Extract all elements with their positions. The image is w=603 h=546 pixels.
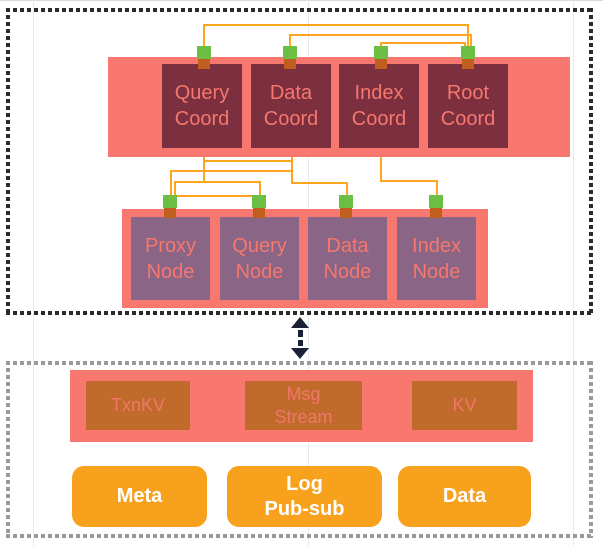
query-node-box: Query Node: [220, 217, 299, 300]
wire-segment: [259, 181, 261, 196]
green-port-icon: [429, 195, 443, 208]
green-port-icon: [163, 195, 177, 208]
stem-icon: [340, 206, 352, 218]
green-port-icon: [461, 46, 475, 59]
data-coord-box: Data Coord: [251, 64, 331, 148]
meta-store-box: Meta: [72, 466, 207, 527]
wire-segment: [203, 24, 469, 26]
green-port-icon: [197, 46, 211, 59]
kv-box: KV: [412, 381, 517, 430]
wire-segment: [170, 170, 172, 196]
green-port-icon: [252, 195, 266, 208]
slide-top-edge: [0, 0, 603, 1]
txnkv-box: TxnKV: [86, 381, 190, 430]
stem-icon: [430, 206, 442, 218]
green-port-icon: [374, 46, 388, 59]
stem-icon: [198, 57, 210, 69]
stem-icon: [462, 57, 474, 69]
wire-segment: [291, 157, 293, 184]
root-coord-box: Root Coord: [428, 64, 508, 148]
wire-segment: [464, 42, 466, 47]
wire-segment: [380, 42, 466, 44]
slide-guide-left: [33, 0, 34, 546]
stem-icon: [284, 57, 296, 69]
wire-segment: [174, 181, 261, 183]
wire-segment: [346, 182, 348, 196]
data-store-box: Data: [398, 466, 531, 527]
wire-segment: [436, 180, 438, 196]
index-node-box: Index Node: [397, 217, 476, 300]
stem-icon: [164, 206, 176, 218]
stem-icon: [253, 206, 265, 218]
wire-segment: [291, 182, 348, 184]
wire-segment: [203, 160, 293, 162]
wire-segment: [203, 24, 205, 46]
wire-segment: [174, 181, 176, 197]
wire-segment: [289, 34, 472, 36]
wire-segment: [380, 42, 382, 47]
green-port-icon: [283, 46, 297, 59]
wire-segment: [470, 34, 472, 47]
wire-segment: [380, 157, 382, 182]
proxy-node-box: Proxy Node: [131, 217, 210, 300]
stem-icon: [375, 57, 387, 69]
log-pubsub-box: Log Pub-sub: [227, 466, 382, 527]
index-coord-box: Index Coord: [339, 64, 419, 148]
slide-guide-right: [573, 0, 574, 546]
msg-stream-box: Msg Stream: [245, 381, 362, 430]
wire-segment: [170, 195, 261, 197]
wire-segment: [289, 34, 291, 47]
green-port-icon: [339, 195, 353, 208]
data-node-box: Data Node: [308, 217, 387, 300]
wire-segment: [380, 180, 438, 182]
query-coord-box: Query Coord: [162, 64, 242, 148]
wire-segment: [170, 170, 293, 172]
